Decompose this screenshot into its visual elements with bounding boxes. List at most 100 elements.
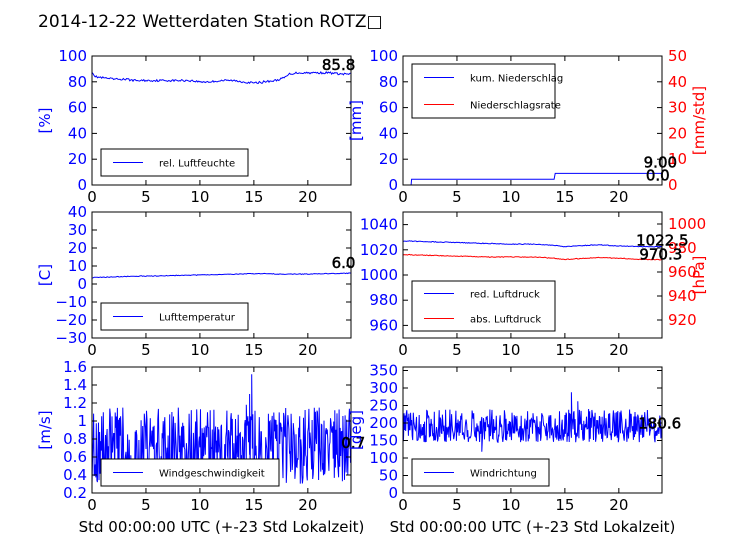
- y2-tick-label: 960: [668, 263, 697, 281]
- series-line-humidity-0: [92, 70, 351, 85]
- legend-entry: red. Luftdruck: [470, 290, 540, 301]
- chart-panel-temperature: 0 5 10 15 20−30−20−10010203040[C]Lufttempera…: [36, 203, 356, 359]
- y2-tick-label: 20: [668, 124, 687, 142]
- y-axis-label: [m/s]: [36, 410, 54, 449]
- value-label: 6.0: [332, 254, 356, 272]
- legend: kum. Niederschlag Niederschlagsrate: [411, 63, 563, 119]
- plot-frame: [91, 55, 352, 186]
- y-tick-label: 1.6: [63, 358, 87, 376]
- chart-panel-wind_speed: 0 5 10 15 20 0.20.40.60.811.21.41.6 [m/s] Windg…: [36, 358, 365, 514]
- plot-frame: [91, 366, 352, 494]
- y2-tick-label: 10: [668, 150, 687, 168]
- y-tick-label: 1.2: [63, 394, 87, 412]
- y2-tick-label: 1000: [668, 215, 706, 233]
- value-label: 180.6: [638, 415, 681, 433]
- y-axis-label: [mm]: [347, 100, 365, 141]
- legend: rel. Luftfeuchte: [100, 148, 249, 177]
- y-tick-label: 0: [77, 275, 87, 293]
- y-tick-label: 980: [369, 291, 398, 309]
- x-axis-label: Std 00:00:00 UTC (+-23 Std Lokalzeit): [79, 518, 365, 536]
- legend: Windrichtung: [411, 458, 550, 487]
- y2-tick-label: 940: [668, 287, 697, 305]
- y-tick-label: 0.8: [63, 430, 87, 448]
- y2-axis-label: [mm/std]: [690, 86, 708, 155]
- legend-box: [411, 280, 556, 332]
- x-tick-label: 20: [298, 341, 317, 359]
- x-tick-label: 0: [87, 341, 97, 359]
- y-tick-label: 150: [369, 432, 398, 450]
- y-axis-label: [%]: [36, 108, 54, 134]
- value-label: 970.3: [639, 245, 682, 263]
- chart-panel-pressure: 0 5 10 15 2096098010001020104092094096098010…: [360, 211, 708, 359]
- x-tick-label: 15: [555, 188, 574, 206]
- y-tick-label: 0.2: [63, 484, 87, 502]
- x-tick-label: 15: [244, 496, 263, 514]
- y-axis-label: [deg]: [347, 410, 365, 450]
- x-tick-label: 20: [298, 496, 317, 514]
- y2-tick-label: 30: [668, 99, 687, 117]
- plot-frame: [402, 55, 663, 186]
- y-tick-label: 100: [58, 47, 87, 65]
- x-tick-label: 0: [398, 496, 408, 514]
- y2-tick-label: 50: [668, 47, 687, 65]
- y-tick-label: 20: [68, 239, 87, 257]
- y-tick-label: 40: [68, 203, 87, 221]
- y2-axis-label: [hPa]: [690, 256, 708, 295]
- y-tick-label: 100: [369, 47, 398, 65]
- y-tick-label: 0: [388, 484, 398, 502]
- legend-entry: Windgeschwindigkeit: [159, 469, 265, 480]
- value-label: 0.0: [646, 166, 670, 184]
- x-tick-label: 15: [244, 341, 263, 359]
- y-tick-label: −20: [55, 311, 87, 329]
- y-tick-label: 200: [369, 414, 398, 432]
- y-tick-label: 250: [369, 397, 398, 415]
- x-tick-label: 0: [87, 496, 97, 514]
- y-tick-label: 60: [68, 99, 87, 117]
- series-line-precipitation-0: [403, 172, 662, 185]
- y-tick-label: −30: [55, 329, 87, 347]
- value-label: 85.8: [322, 56, 355, 74]
- x-tick-label: 5: [141, 341, 151, 359]
- value-label: 1022.5: [636, 231, 689, 249]
- y-tick-label: 350: [369, 362, 398, 380]
- y-tick-label: 80: [68, 73, 87, 91]
- y-tick-label: 40: [68, 124, 87, 142]
- legend-entry: Lufttemperatur: [159, 313, 236, 324]
- y-tick-label: 0.6: [63, 448, 87, 466]
- legend-entry: abs. Luftdruck: [470, 315, 541, 326]
- chart-panel-wind_direction: 0 5 10 15 20050100150200250300350[deg]Windri…: [347, 362, 681, 515]
- y-tick-label: 0.4: [63, 466, 87, 484]
- x-tick-label: 10: [190, 188, 209, 206]
- plot-frame: [91, 211, 352, 339]
- x-tick-label: 0: [398, 188, 408, 206]
- chart-panel-precipitation: 0 5 10 15 20 0 20 40 60 80 100 0 10 20 30 40 50 [mm] [mm/s…: [347, 47, 708, 206]
- series-line-pressure-0: [403, 240, 662, 248]
- series-line-pressure-1: [403, 253, 662, 261]
- y-tick-label: 30: [68, 221, 87, 239]
- y-tick-label: 20: [379, 150, 398, 168]
- legend: Windgeschwindigkeit: [100, 458, 280, 487]
- y-tick-label: 0: [388, 176, 398, 194]
- y-tick-label: 1040: [360, 216, 398, 234]
- x-tick-label: 10: [190, 341, 209, 359]
- x-tick-label: 20: [609, 188, 628, 206]
- x-tick-label: 10: [190, 496, 209, 514]
- legend-entry: kum. Niederschlag: [470, 74, 563, 85]
- x-tick-label: 0: [398, 341, 408, 359]
- x-tick-label: 5: [141, 496, 151, 514]
- value-label: 9.00: [644, 154, 677, 172]
- y-tick-label: 300: [369, 379, 398, 397]
- series-line-temperature-0: [92, 272, 351, 279]
- x-tick-label: 0: [87, 188, 97, 206]
- x-tick-label: 15: [555, 341, 574, 359]
- y-tick-label: 1: [77, 412, 87, 430]
- plot-frame: [402, 366, 663, 494]
- legend-entry: Windrichtung: [470, 469, 537, 480]
- y2-tick-label: 920: [668, 311, 697, 329]
- series-line-wind_direction-0: [403, 392, 662, 452]
- x-tick-label: 10: [501, 341, 520, 359]
- y-axis-label: [C]: [36, 264, 54, 286]
- y-tick-label: 60: [379, 99, 398, 117]
- legend: Lufttemperatur: [100, 302, 249, 331]
